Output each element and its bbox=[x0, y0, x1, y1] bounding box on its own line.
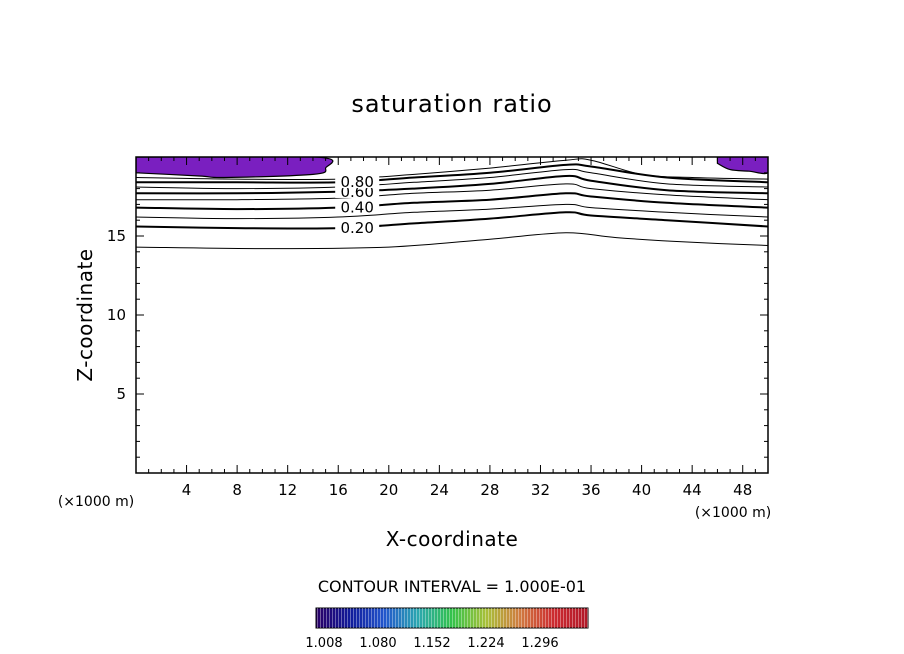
x-tick-label: 24 bbox=[430, 481, 449, 499]
contour-label: 0.40 bbox=[340, 198, 373, 216]
colorbar-tick-label: 1.008 bbox=[305, 636, 342, 651]
x-tick-label: 4 bbox=[182, 481, 192, 499]
contour-label-bg bbox=[335, 219, 380, 234]
contour-line-0.2 bbox=[136, 211, 768, 230]
x-tick-label: 8 bbox=[232, 481, 242, 499]
filled-region-1 bbox=[136, 157, 334, 179]
plot-frame bbox=[135, 156, 769, 474]
colorbar-tick-label: 1.224 bbox=[467, 636, 504, 651]
contour-interval-text: CONTOUR INTERVAL = 1.000E-01 bbox=[318, 577, 586, 596]
x-tick-label: 48 bbox=[733, 481, 752, 499]
y-tick-label: 10 bbox=[107, 306, 126, 324]
colorbar-tick-label: 1.296 bbox=[521, 636, 558, 651]
contour-labels: 0.200.400.600.80 bbox=[335, 173, 380, 237]
x-axis-ticks: 4 8 12 16 20 24 28 32 36 40 44 48 bbox=[148, 157, 756, 499]
x-tick-label: 32 bbox=[531, 481, 550, 499]
y-axis-label: Z-coordinate bbox=[73, 248, 97, 381]
x-unit-right: (×1000 m) bbox=[695, 505, 771, 521]
contour-line-0.4 bbox=[136, 192, 768, 211]
colorbar: 1.008 1.080 1.152 1.224 1.296 bbox=[305, 607, 589, 651]
x-tick-label: 16 bbox=[329, 481, 348, 499]
x-tick-label: 12 bbox=[278, 481, 297, 499]
colorbar-tick-labels: 1.008 1.080 1.152 1.224 1.296 bbox=[305, 636, 558, 651]
filled-region-2 bbox=[716, 157, 768, 175]
contour-line-0.3 bbox=[136, 203, 768, 220]
contour-line-0.5 bbox=[136, 183, 768, 201]
contour-label: 0.80 bbox=[340, 173, 373, 191]
x-tick-label: 44 bbox=[683, 481, 702, 499]
y-axis-ticks: 5 10 15 bbox=[107, 172, 768, 458]
contour-label-bg bbox=[335, 199, 380, 214]
x-unit-left: (×1000 m) bbox=[58, 494, 134, 510]
x-tick-label: 40 bbox=[632, 481, 651, 499]
x-tick-label: 28 bbox=[480, 481, 499, 499]
colorbar-tick-label: 1.080 bbox=[359, 636, 396, 651]
contour-lines bbox=[136, 158, 768, 250]
contour-label-bg bbox=[335, 174, 380, 189]
x-tick-label: 36 bbox=[581, 481, 600, 499]
contour-line-0.1 bbox=[136, 232, 768, 250]
filled-regions bbox=[136, 157, 768, 179]
chart-title: saturation ratio bbox=[351, 90, 552, 118]
colorbar-tick-label: 1.152 bbox=[413, 636, 450, 651]
contour-line-0.9 bbox=[136, 158, 768, 181]
contour-line-0.7 bbox=[136, 168, 768, 190]
colorbar-stripes bbox=[316, 608, 588, 628]
y-tick-label: 15 bbox=[107, 227, 126, 245]
contour-label: 0.20 bbox=[340, 219, 373, 237]
x-tick-label: 20 bbox=[379, 481, 398, 499]
y-tick-label: 5 bbox=[116, 385, 126, 403]
contour-line-0.6 bbox=[136, 174, 768, 195]
x-axis-label: X-coordinate bbox=[386, 527, 519, 551]
